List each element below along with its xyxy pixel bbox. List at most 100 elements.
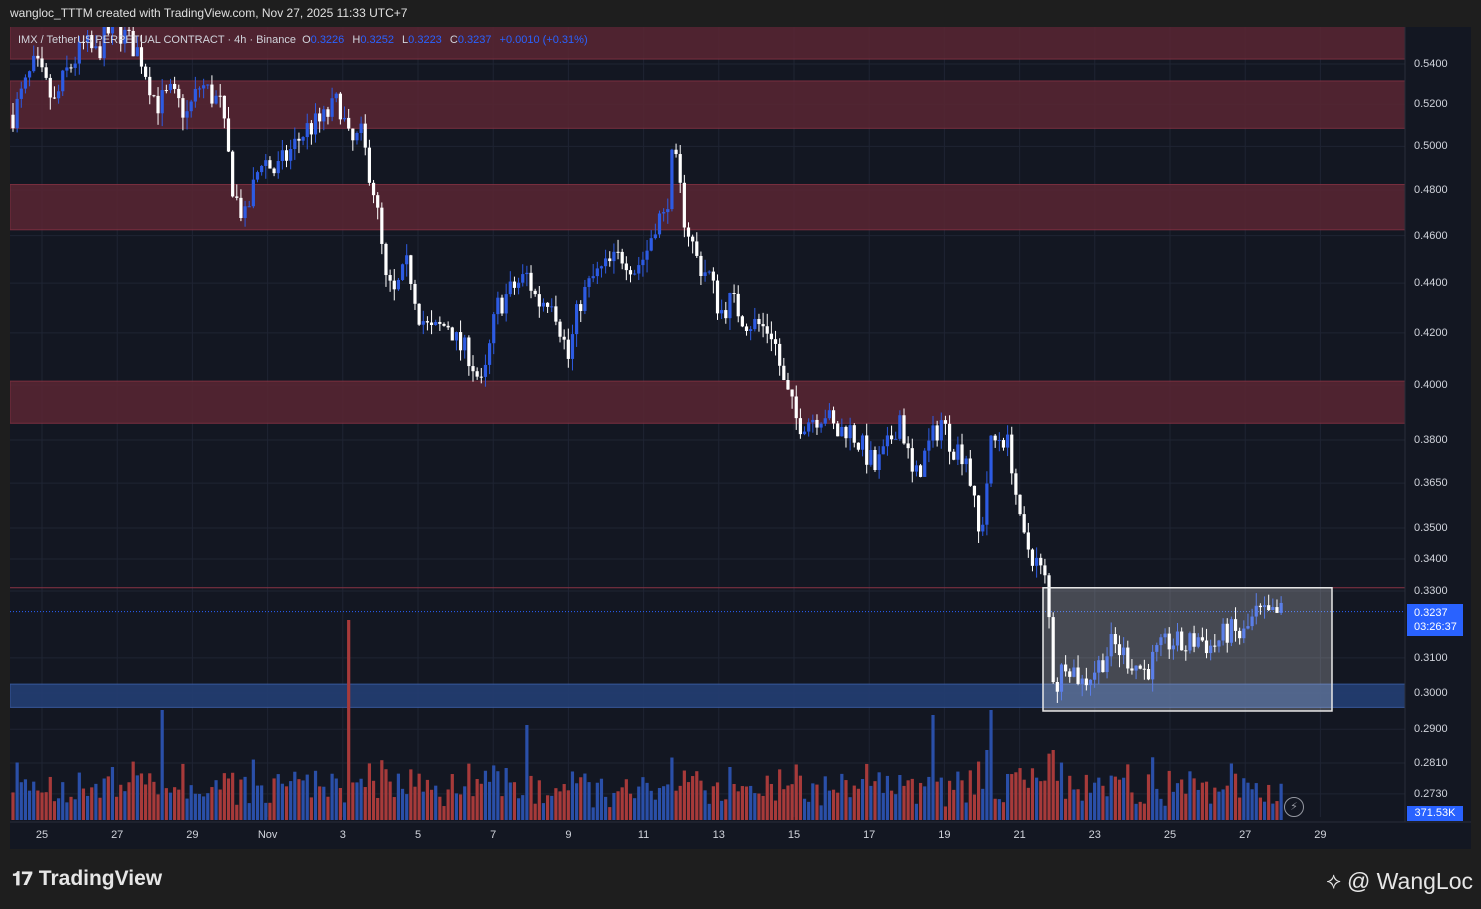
candle-body: [429, 322, 434, 325]
candle-body: [376, 195, 380, 208]
volume-bar: [1130, 792, 1134, 820]
candle-body: [276, 161, 280, 174]
volume-bar: [284, 786, 289, 820]
volume-bar: [463, 786, 467, 820]
volume-bar: [641, 777, 645, 820]
candle-body: [27, 71, 32, 78]
symbol-legend: IMX / TetherUS PERPETUAL CONTRACT · 4h ·…: [18, 34, 593, 46]
high-label: H: [352, 34, 361, 46]
candle-body: [902, 415, 906, 444]
candlestick-plot: [10, 27, 1471, 823]
tradingview-logo: 𝟏𝟳 TradingView: [12, 866, 162, 892]
candle-body: [1192, 633, 1196, 647]
volume-bar: [1258, 797, 1262, 820]
volume-bar: [94, 783, 98, 820]
candle-body: [1225, 623, 1229, 643]
volume-bar: [434, 785, 438, 820]
volume-bar: [662, 786, 666, 820]
price-tick-label: 0.3500: [1414, 522, 1448, 535]
candle-body: [802, 431, 807, 435]
candle-body: [409, 255, 413, 284]
candle-body: [914, 465, 919, 472]
volume-bar: [836, 792, 840, 820]
volume-bar: [1180, 779, 1184, 820]
candle-body: [736, 293, 740, 317]
candle-body: [927, 440, 931, 451]
candle-body: [148, 76, 152, 96]
price-chart[interactable]: IMX / TetherUS PERPETUAL CONTRACT · 4h ·…: [10, 27, 1471, 849]
candle-body: [102, 27, 106, 59]
volume-bar: [81, 788, 86, 820]
candle-body: [77, 41, 81, 64]
candle-body: [521, 274, 525, 283]
volume-bar: [831, 789, 836, 820]
volume-bar: [633, 798, 637, 820]
volume-bar: [454, 793, 459, 820]
candle-body: [434, 321, 438, 325]
volume-bar: [840, 773, 844, 820]
candle-body: [1122, 647, 1126, 656]
candle-body: [1084, 678, 1088, 686]
volume-bar: [628, 793, 633, 820]
candle-body: [338, 93, 342, 120]
volume-bar: [1142, 803, 1146, 820]
volume-bar: [889, 790, 894, 820]
volume-bar: [1084, 774, 1088, 820]
lightning-icon[interactable]: ⚡: [1284, 797, 1304, 817]
candle-body: [1039, 557, 1043, 566]
resistance-zone: [10, 80, 1406, 129]
volume-bar: [351, 782, 355, 820]
candle-body: [1163, 633, 1167, 638]
candle-body: [326, 109, 330, 117]
candle-body: [608, 258, 612, 262]
candle-body: [446, 325, 450, 328]
candle-body: [160, 90, 164, 114]
volume-bar: [173, 787, 177, 820]
candle-body: [1188, 633, 1192, 651]
volume-bar: [487, 781, 492, 820]
volume-bar: [711, 786, 715, 820]
volume-bar: [1229, 763, 1233, 820]
volume-bar: [1155, 788, 1159, 820]
volume-bar: [778, 769, 782, 820]
candle-body: [964, 458, 968, 465]
candle-body: [558, 321, 562, 337]
candle-body: [243, 206, 247, 219]
candle-body: [1217, 640, 1221, 647]
volume-bar: [305, 774, 309, 820]
candle-body: [210, 84, 214, 104]
volume-bar: [1059, 762, 1064, 820]
candle-body: [981, 524, 985, 532]
open-label: O: [302, 34, 311, 46]
candle-body: [417, 303, 421, 325]
price-tick-label: 0.2730: [1414, 787, 1448, 800]
candle-body: [649, 238, 653, 251]
volume-bar: [110, 767, 115, 820]
volume-bar: [952, 789, 956, 820]
volume-bar: [1022, 779, 1026, 820]
volume-bar: [313, 770, 318, 820]
candle-body: [355, 132, 359, 141]
volume-bar: [550, 795, 554, 820]
volume-bar: [1134, 803, 1138, 820]
volume-bar: [989, 710, 993, 820]
volume-bar: [997, 799, 1001, 820]
candle-body: [1022, 514, 1026, 533]
volume-bar: [77, 772, 81, 820]
candle-body: [313, 113, 318, 135]
volume-bar: [968, 770, 972, 820]
candle-body: [90, 35, 94, 49]
date-tick-label: 13: [712, 829, 725, 841]
candle-body: [1018, 494, 1022, 515]
candle-body: [1184, 650, 1188, 652]
volume-bar: [106, 776, 110, 820]
volume-bar: [15, 762, 19, 820]
candle-body: [1238, 630, 1242, 639]
volume-bar: [1163, 805, 1167, 820]
candle-body: [1047, 575, 1051, 618]
volume-bar: [334, 778, 338, 820]
volume-bar: [1159, 798, 1163, 820]
candle-body: [231, 151, 235, 197]
candle-body: [537, 294, 541, 307]
candle-body: [214, 95, 218, 104]
